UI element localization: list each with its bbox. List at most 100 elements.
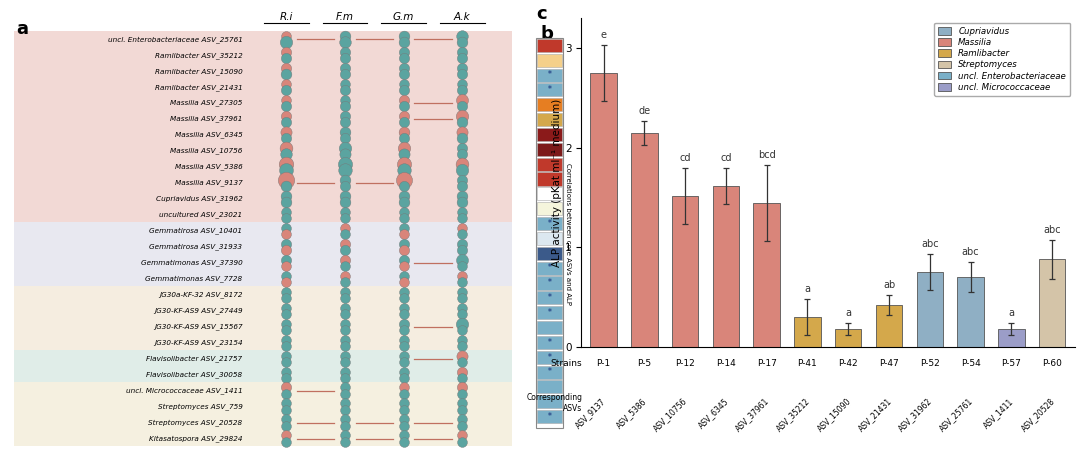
Text: abc: abc (921, 240, 939, 250)
Point (454, 336, 471, 343)
Point (278, 151, 295, 158)
Point (336, 160, 353, 168)
Text: Massilia ASV_9137: Massilia ASV_9137 (175, 179, 242, 186)
Text: cd: cd (720, 153, 731, 163)
Text: R.i: R.i (280, 12, 293, 22)
Text: *: * (548, 219, 552, 228)
Point (336, 432, 353, 439)
Point (278, 112, 295, 119)
Point (336, 183, 353, 190)
Point (336, 198, 353, 206)
Text: Gemmatimonas ASV_7728: Gemmatimonas ASV_7728 (145, 275, 242, 282)
Bar (998, 329, 1025, 347)
Point (336, 246, 353, 254)
Point (395, 310, 413, 318)
Text: a: a (16, 20, 29, 38)
Point (336, 167, 353, 174)
Bar (537, 202, 562, 215)
Text: Streptomyces ASV_759: Streptomyces ASV_759 (158, 403, 242, 410)
Point (336, 400, 353, 407)
Point (278, 183, 295, 190)
Text: Gemmatirosa ASV_31933: Gemmatirosa ASV_31933 (149, 243, 242, 250)
Bar (754, 203, 780, 347)
Bar (537, 128, 562, 141)
Point (278, 80, 295, 88)
Point (395, 304, 413, 311)
Point (336, 352, 353, 359)
Text: Massilia ASV_10756: Massilia ASV_10756 (170, 148, 242, 154)
Point (278, 263, 295, 270)
Point (395, 246, 413, 254)
Point (395, 214, 413, 222)
Text: a: a (846, 308, 851, 318)
Text: ASV_25761: ASV_25761 (937, 397, 974, 433)
Point (278, 352, 295, 359)
Bar (14, 382, 512, 446)
Point (454, 438, 471, 446)
Point (395, 64, 413, 72)
Point (454, 102, 471, 110)
Text: P-57: P-57 (1001, 359, 1022, 369)
Text: JG30-KF-AS9 ASV_27449: JG30-KF-AS9 ASV_27449 (153, 308, 242, 314)
Point (454, 151, 471, 158)
Point (336, 390, 353, 397)
Point (454, 39, 471, 46)
Point (395, 151, 413, 158)
Text: abc: abc (1043, 224, 1061, 235)
Point (336, 192, 353, 199)
Text: ASV_20528: ASV_20528 (1020, 397, 1056, 433)
Bar (537, 247, 562, 260)
Point (454, 256, 471, 263)
Bar (537, 39, 562, 52)
Point (395, 336, 413, 343)
Text: P-60: P-60 (1042, 359, 1062, 369)
Text: ab: ab (883, 280, 895, 290)
Point (454, 368, 471, 375)
Point (454, 224, 471, 231)
Point (336, 263, 353, 270)
Point (395, 326, 413, 334)
Point (395, 71, 413, 78)
Point (454, 230, 471, 238)
Point (395, 320, 413, 327)
Text: Flavisolibacter ASV_21757: Flavisolibacter ASV_21757 (146, 355, 242, 362)
Point (278, 176, 295, 184)
Point (395, 144, 413, 151)
Point (278, 384, 295, 391)
Bar (917, 272, 943, 347)
Text: P-5: P-5 (637, 359, 651, 369)
Bar (537, 217, 562, 230)
Point (395, 288, 413, 295)
Point (278, 342, 295, 350)
Text: Gemmatirosa ASV_10401: Gemmatirosa ASV_10401 (149, 228, 242, 235)
Point (454, 294, 471, 302)
Text: *: * (548, 353, 552, 362)
Bar (537, 187, 562, 201)
Point (395, 432, 413, 439)
Text: abc: abc (962, 247, 980, 257)
Point (336, 320, 353, 327)
Point (395, 438, 413, 446)
Point (454, 48, 471, 56)
Text: P-12: P-12 (675, 359, 694, 369)
Point (395, 176, 413, 184)
Legend: Cupriavidus, Massilia, Ramlibacter, Streptomyces, uncl. Enterobacteriaceae, uncl: Cupriavidus, Massilia, Ramlibacter, Stre… (934, 22, 1070, 96)
Text: Cupriavidus ASV_31962: Cupriavidus ASV_31962 (156, 196, 242, 202)
Point (278, 214, 295, 222)
Text: JG30-KF-AS9 ASV_23154: JG30-KF-AS9 ASV_23154 (153, 339, 242, 346)
Point (454, 416, 471, 423)
Point (454, 326, 471, 334)
Point (278, 320, 295, 327)
Point (395, 374, 413, 381)
Point (278, 48, 295, 56)
Point (278, 39, 295, 46)
Point (336, 80, 353, 88)
Point (454, 406, 471, 414)
Point (395, 224, 413, 231)
Text: Massilia ASV_37961: Massilia ASV_37961 (170, 116, 242, 123)
Point (454, 112, 471, 119)
Point (454, 278, 471, 285)
Bar (713, 186, 739, 347)
Point (278, 406, 295, 414)
Point (278, 358, 295, 366)
